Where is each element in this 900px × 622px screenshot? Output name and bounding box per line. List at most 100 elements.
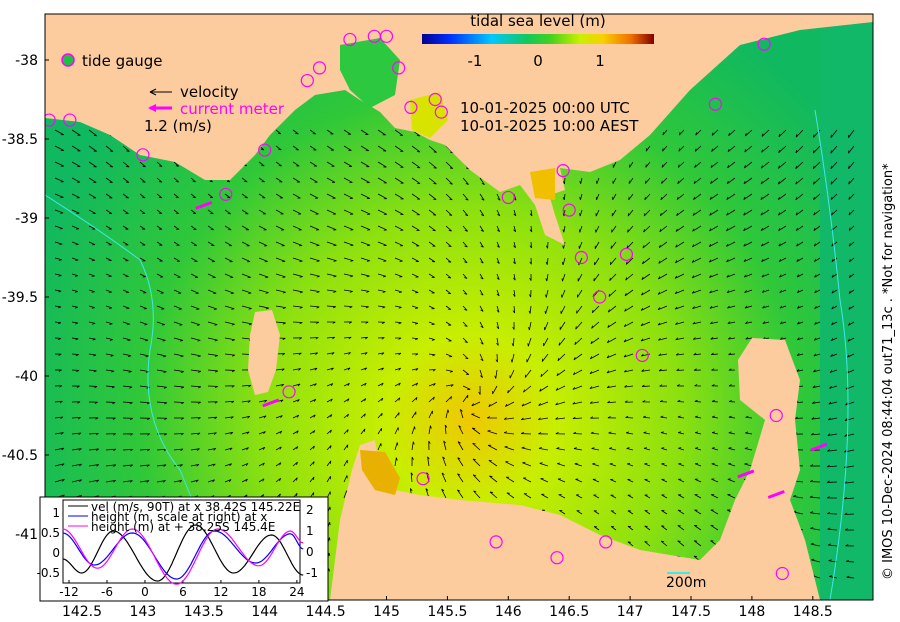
x-tick-label: 148.5: [793, 604, 833, 620]
velocity-arrow: [71, 161, 81, 168]
velocity-arrow: [595, 193, 600, 201]
velocity-arrow: [472, 474, 481, 483]
velocity-arrow: [173, 433, 184, 436]
velocity-arrow: [377, 257, 387, 262]
velocity-arrow: [88, 145, 97, 152]
velocity-arrow: [428, 396, 435, 403]
velocity-arrow: [779, 305, 787, 309]
velocity-arrow: [779, 273, 787, 278]
velocity-arrow: [578, 241, 583, 249]
velocity-arrow: [411, 426, 416, 435]
velocity-arrow: [258, 161, 265, 167]
velocity-arrow: [576, 289, 583, 298]
velocity-arrow: [428, 193, 437, 201]
velocity-arrow: [224, 447, 233, 451]
velocity-arrow: [526, 353, 532, 363]
velocity-arrow: [411, 382, 419, 387]
velocity-arrow: [726, 193, 736, 200]
velocity-arrow: [343, 145, 352, 151]
velocity-arrow: [645, 161, 651, 168]
velocity-arrow: [545, 273, 549, 282]
velocity-arrow: [608, 431, 617, 435]
current-meters: [195, 200, 828, 499]
velocity-arrow: [644, 177, 651, 184]
velocity-arrow: [292, 368, 302, 371]
velocity-arrow: [292, 161, 300, 167]
velocity-arrow: [589, 401, 600, 404]
velocity-arrow: [122, 177, 130, 183]
velocity-arrow: [711, 145, 719, 152]
velocity-arrow: [360, 289, 370, 293]
inset-x-label: 0: [141, 585, 149, 599]
velocity-arrow: [760, 193, 770, 200]
velocity-arrow: [54, 463, 65, 467]
velocity-arrow: [593, 526, 600, 531]
velocity-arrow: [623, 337, 634, 343]
x-axis: 142.5 143 143.5 144 144.5 145 145.5 146 146.5 147…: [62, 596, 833, 620]
velocity-arrow: [691, 273, 702, 279]
tide-gauge-marker: [392, 61, 406, 75]
tide-gauge-marker: [635, 348, 649, 363]
velocity-arrow: [462, 225, 468, 232]
velocity-arrow: [139, 321, 148, 326]
velocity-arrow: [624, 289, 634, 297]
velocity-arrow: [360, 225, 371, 231]
inset-legend-velocity: vel (m/s, 90T) at x 38.42S 145.22E: [91, 500, 300, 514]
velocity-arrow: [258, 431, 266, 435]
velocity-arrow: [343, 352, 351, 355]
velocity-arrow: [224, 209, 231, 215]
velocity-arrow: [611, 225, 617, 233]
tide-gauges: [45, 29, 789, 581]
y-tick-label: -39.5: [2, 290, 38, 306]
velocity-arrow: [457, 441, 464, 451]
velocity-arrow: [543, 321, 549, 331]
velocity-arrow: [538, 401, 549, 406]
velocity-arrow: [520, 417, 532, 421]
velocity-arrow: [190, 417, 201, 420]
velocity-arrow: [241, 321, 252, 326]
velocity-arrow: [445, 409, 450, 419]
velocity-arrow: [377, 145, 387, 152]
velocity-arrow: [847, 353, 855, 358]
velocity-arrow: [760, 161, 770, 169]
velocity-arrow: [658, 353, 668, 356]
velocity-arrow: [513, 225, 517, 233]
velocity-arrow: [626, 463, 634, 467]
tide-gauge-marker: [757, 37, 771, 51]
velocity-arrow: [445, 384, 454, 387]
velocity-arrow: [744, 305, 753, 309]
velocity-arrow: [529, 241, 532, 249]
velocity-arrow: [445, 161, 454, 169]
velocity-arrow: [728, 129, 736, 136]
velocity-arrow: [831, 289, 838, 294]
inset-y-left-label: 1: [52, 506, 60, 520]
velocity-arrow: [826, 480, 838, 483]
velocity-arrow: [846, 575, 855, 579]
velocity-arrow: [844, 433, 855, 437]
velocity-arrow: [628, 177, 634, 184]
velocity-arrow: [71, 193, 80, 199]
velocity-arrow: [503, 431, 515, 435]
velocity-arrow: [644, 494, 651, 499]
velocity-arrow: [156, 385, 167, 389]
velocity-arrow: [122, 369, 132, 373]
velocity-arrow: [292, 257, 303, 263]
velocity-arrow: [88, 321, 96, 325]
velocity-arrow: [71, 479, 82, 483]
velocity-arrow: [710, 161, 719, 168]
velocity-arrow: [360, 129, 369, 136]
velocity-arrow: [573, 447, 583, 451]
velocity-arrow: [640, 321, 651, 327]
velocity-arrow: [794, 416, 804, 419]
velocity-arrow: [444, 424, 448, 435]
velocity-arrow: [309, 430, 316, 435]
velocity-arrow: [830, 193, 838, 201]
velocity-arrow: [445, 337, 452, 342]
velocity-arrow: [606, 369, 617, 374]
time-utc: 10-01-2025 00:00 UTC: [460, 99, 630, 117]
velocity-arrow: [830, 353, 838, 357]
x-tick-label: 148: [739, 604, 766, 620]
velocity-arrow: [641, 384, 651, 387]
velocity-arrow: [139, 337, 149, 342]
velocity-arrow: [473, 490, 481, 499]
